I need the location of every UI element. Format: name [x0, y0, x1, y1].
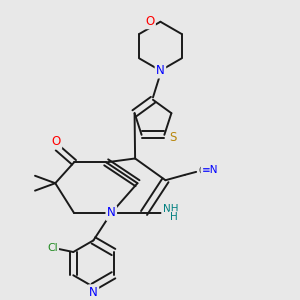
Text: N: N — [107, 206, 116, 220]
Text: N: N — [156, 64, 165, 77]
Text: Cl: Cl — [47, 243, 58, 253]
Text: H: H — [170, 212, 178, 223]
Text: S: S — [169, 131, 177, 144]
Text: O: O — [52, 135, 61, 148]
Text: NH: NH — [163, 204, 178, 214]
Text: C: C — [199, 166, 206, 176]
Text: O: O — [145, 15, 154, 28]
Text: ≡N: ≡N — [202, 165, 218, 175]
Text: N: N — [89, 286, 98, 299]
